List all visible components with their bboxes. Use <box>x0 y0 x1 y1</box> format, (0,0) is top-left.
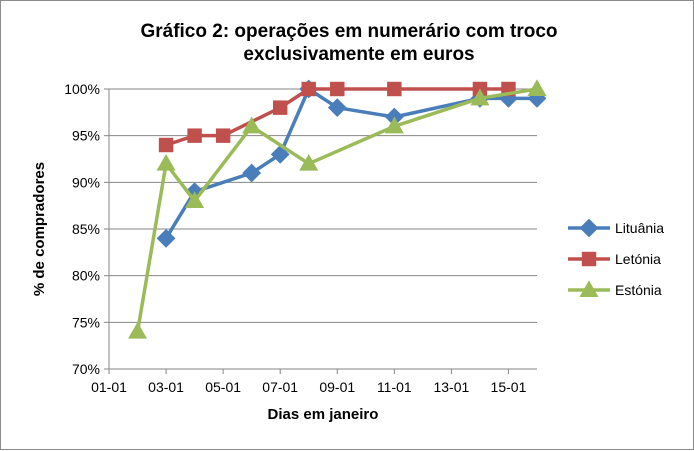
data-point-estonia <box>127 321 148 339</box>
x-tick-label: 13-01 <box>433 379 469 395</box>
series-estonia <box>127 79 547 339</box>
y-tick-labels: 70% 75% 80% 85% 90% 95% 100% <box>64 81 100 377</box>
x-tick-label: 01-01 <box>91 379 127 395</box>
data-point-letonia <box>301 81 316 97</box>
legend-label-estonia: Estónia <box>615 282 662 298</box>
y-tick-label: 80% <box>72 268 100 284</box>
data-point-estonia <box>242 116 262 134</box>
y-axis-title: % de compradores <box>31 162 48 296</box>
series-line-estonia <box>135 87 538 332</box>
data-point-estonia <box>156 153 176 171</box>
x-tick-labels: 01-01 03-01 05-01 07-01 09-01 11-01 13-01 15-01 <box>91 379 526 395</box>
legend-marker-estonia <box>579 280 599 298</box>
data-point-estonia <box>527 79 547 97</box>
data-point-lituania <box>156 228 176 248</box>
y-tick-label: 95% <box>72 128 100 144</box>
data-point-letonia <box>387 81 402 97</box>
data-point-letonia <box>187 128 202 143</box>
y-tick-label: 100% <box>64 81 100 97</box>
x-axis-title: Dias em janeiro <box>268 406 379 423</box>
series-line-lituania <box>164 87 537 240</box>
y-tick-label: 75% <box>72 314 100 330</box>
data-point-lituania <box>327 98 347 118</box>
legend-item-letonia: Letónia <box>568 251 661 267</box>
data-point-letonia <box>158 137 174 153</box>
series-layer <box>127 79 547 339</box>
data-point-lituania <box>242 163 262 183</box>
legend-label-letonia: Letónia <box>615 251 661 267</box>
x-tick-label: 11-01 <box>377 379 412 395</box>
chart-title-line-2: exclusivamente em euros <box>243 44 474 65</box>
legend-item-estonia: Estónia <box>568 280 662 298</box>
data-point-letonia <box>330 81 345 97</box>
data-point-estonia <box>185 191 205 209</box>
legend-item-lituania: Lituânia <box>568 218 664 238</box>
y-tick-label: 85% <box>72 221 100 237</box>
x-tick-label: 07-01 <box>262 379 298 395</box>
legend-marker-letonia <box>581 251 597 267</box>
data-point-estonia <box>470 88 490 106</box>
legend-label-lituania: Lituânia <box>615 220 664 236</box>
data-point-letonia <box>272 100 288 115</box>
data-point-letonia <box>215 128 231 143</box>
x-tick-label: 03-01 <box>148 379 184 395</box>
x-tick-label: 05-01 <box>205 379 241 395</box>
legend: Lituânia Letónia Estónia <box>568 218 664 298</box>
axes <box>104 88 537 374</box>
x-tick-label: 09-01 <box>319 379 355 395</box>
data-point-estonia <box>299 153 319 171</box>
chart-title-line-1: Gráfico 2: operações em numerário com tr… <box>140 21 557 42</box>
y-tick-label: 90% <box>72 174 100 190</box>
data-point-estonia <box>384 116 404 134</box>
data-point-lituania <box>270 144 290 164</box>
legend-marker-lituania <box>579 218 599 238</box>
y-tick-label: 70% <box>72 361 100 377</box>
grid-lines <box>109 88 537 323</box>
x-tick-label: 15-01 <box>491 379 527 395</box>
